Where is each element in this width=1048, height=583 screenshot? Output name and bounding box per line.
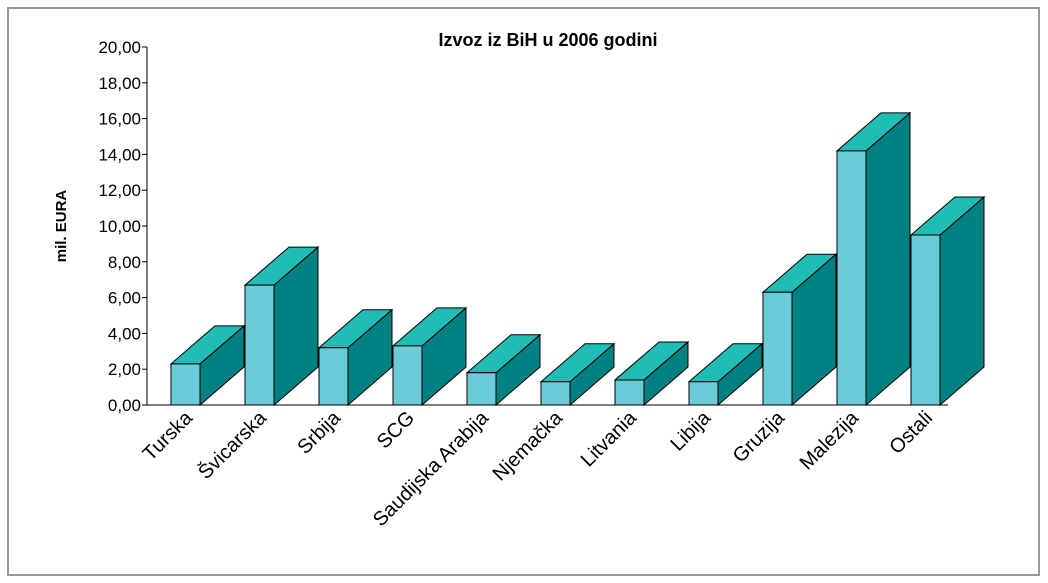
y-tick-label: 12,00: [98, 181, 141, 200]
bar-front: [614, 379, 645, 406]
y-tick-label: 20,00: [98, 38, 141, 57]
y-axis-label: mil. EURA: [53, 190, 70, 263]
y-tick-label: 16,00: [98, 110, 141, 129]
bar: [465, 333, 542, 407]
bar-front: [688, 381, 719, 406]
chart-title: Izvoz iz BiH u 2006 godini: [438, 30, 657, 50]
y-tick-label: 0,00: [108, 396, 141, 415]
bar: [613, 340, 690, 407]
bar-side: [865, 111, 911, 407]
y-tick-label: 18,00: [98, 74, 141, 93]
bar-front: [762, 291, 793, 406]
bar-front: [170, 363, 201, 406]
bar: [835, 111, 912, 407]
bar-front: [540, 381, 571, 406]
bar-front: [318, 347, 349, 406]
bar-front: [392, 345, 423, 406]
y-tick-label: 4,00: [108, 324, 141, 343]
y-tick-label: 2,00: [108, 360, 141, 379]
bar: [761, 253, 838, 407]
bar: [909, 195, 986, 407]
bar: [317, 308, 394, 407]
bar: [539, 342, 616, 407]
bar: [687, 342, 764, 407]
bar: [391, 306, 468, 407]
y-tick-label: 8,00: [108, 253, 141, 272]
bar-front: [244, 284, 275, 406]
y-tick-label: 10,00: [98, 217, 141, 236]
bar: [243, 245, 320, 407]
bar: [169, 324, 246, 407]
y-tick-label: 6,00: [108, 289, 141, 308]
bar-front: [466, 372, 497, 406]
bar-front: [910, 234, 941, 406]
bar-front: [836, 150, 867, 406]
y-tick-label: 14,00: [98, 145, 141, 164]
